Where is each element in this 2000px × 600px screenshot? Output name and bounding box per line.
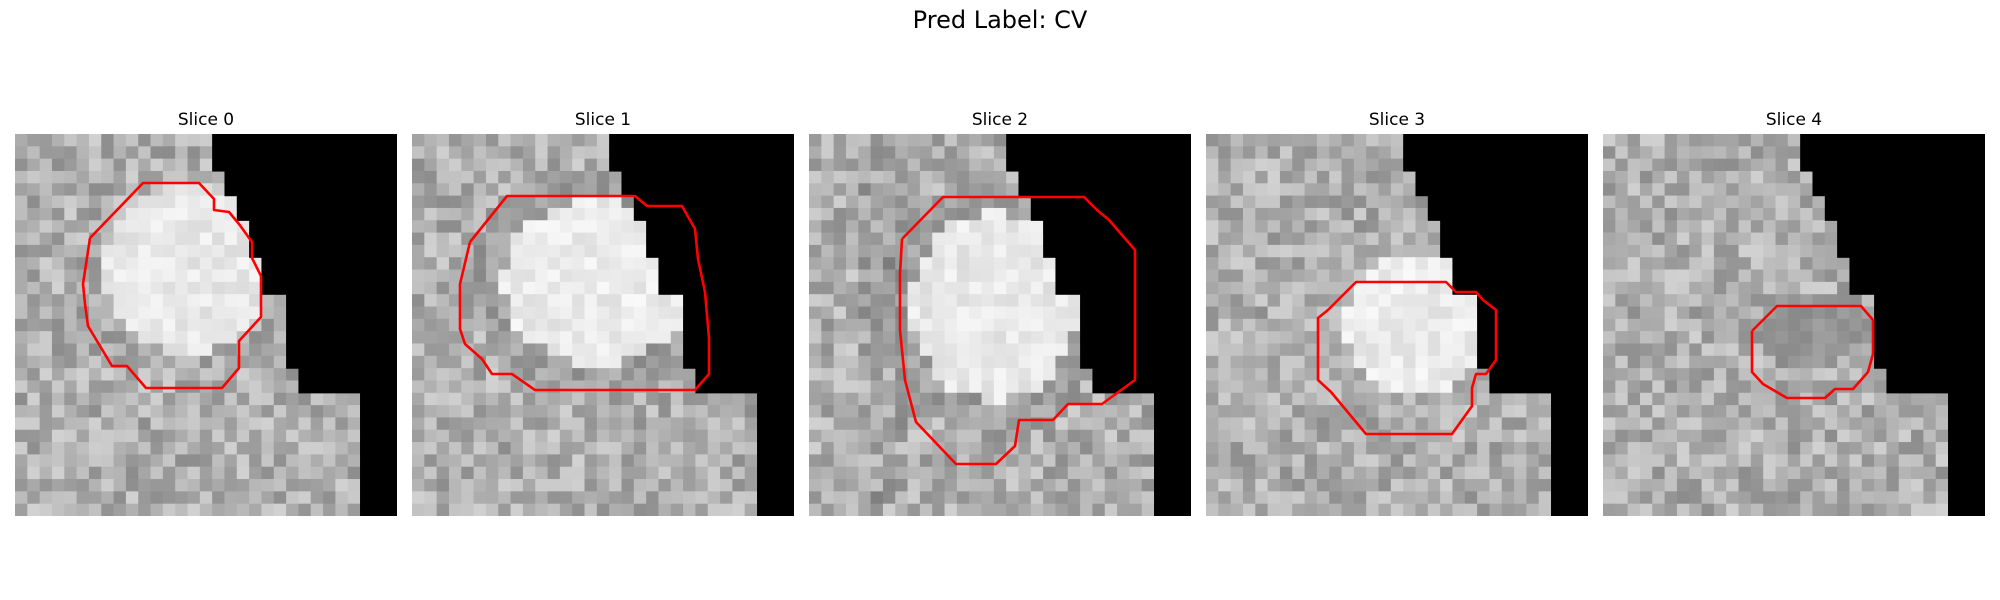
slice-title: Slice 1: [574, 110, 632, 130]
slice-title: Slice 2: [971, 110, 1029, 130]
black-background-region: [609, 134, 794, 516]
segmentation-contour: [458, 194, 711, 392]
segmentation-contour: [1316, 280, 1498, 436]
slice-title: Slice 4: [1765, 110, 1823, 130]
slice-title: Slice 0: [177, 110, 235, 130]
black-background-region: [1403, 134, 1588, 516]
slice-image-2: [809, 134, 1191, 516]
slice-image-1: [412, 134, 794, 516]
segmentation-contour: [898, 195, 1137, 466]
slice-image-0: [15, 134, 397, 516]
segmentation-contour: [81, 181, 263, 390]
black-background-region: [1006, 134, 1191, 516]
black-background-region: [1800, 134, 1985, 516]
black-background-region: [212, 134, 397, 516]
figure-title: Pred Label: CV: [912, 6, 1088, 34]
slice-image-3: [1206, 134, 1588, 516]
slice-image-4: [1603, 134, 1985, 516]
ct-image: [1206, 134, 1588, 516]
ct-image: [412, 134, 794, 516]
slice-title: Slice 3: [1368, 110, 1426, 130]
segmentation-contour: [1750, 304, 1875, 400]
